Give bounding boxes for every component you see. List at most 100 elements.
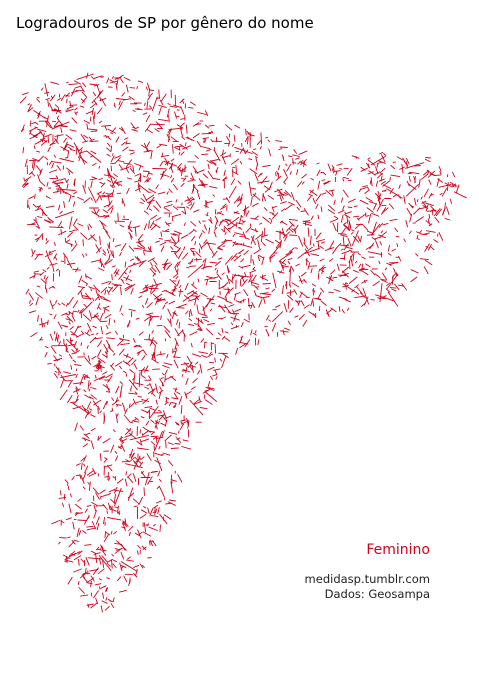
street-segment bbox=[200, 146, 211, 150]
street-segment bbox=[377, 297, 386, 300]
street-segment bbox=[204, 124, 210, 129]
street-segment bbox=[155, 217, 162, 221]
street-segment bbox=[408, 175, 411, 182]
street-segment bbox=[120, 435, 122, 442]
street-segment bbox=[128, 525, 134, 531]
street-segment bbox=[36, 128, 47, 132]
street-segment bbox=[252, 258, 255, 266]
street-segment bbox=[251, 236, 256, 246]
street-segment bbox=[152, 351, 155, 359]
street-segment bbox=[117, 576, 122, 582]
street-segment bbox=[126, 187, 130, 195]
street-segment bbox=[252, 274, 257, 281]
street-segment bbox=[220, 316, 226, 320]
street-segment bbox=[297, 180, 303, 188]
street-segment bbox=[158, 391, 162, 399]
street-segment bbox=[386, 282, 391, 287]
street-segment bbox=[316, 239, 325, 243]
street-segment bbox=[115, 397, 119, 403]
street-segment bbox=[164, 157, 168, 163]
street-segment bbox=[438, 166, 442, 172]
street-segment bbox=[158, 118, 169, 122]
street-segment bbox=[61, 302, 66, 306]
street-segment bbox=[185, 137, 195, 142]
street-segment bbox=[142, 398, 149, 405]
street-segment bbox=[414, 198, 417, 206]
street-segment bbox=[78, 308, 84, 314]
street-segment bbox=[185, 310, 189, 315]
street-segment bbox=[378, 178, 385, 182]
street-segment bbox=[343, 224, 350, 232]
street-segment bbox=[222, 177, 228, 180]
street-segment bbox=[45, 250, 49, 258]
street-segment bbox=[68, 503, 72, 514]
street-segment bbox=[225, 197, 231, 204]
street-segment bbox=[279, 194, 283, 202]
street-segment bbox=[315, 297, 322, 300]
street-segment bbox=[103, 516, 106, 525]
street-segment bbox=[71, 476, 75, 481]
street-segment bbox=[29, 120, 32, 127]
street-segment bbox=[102, 227, 109, 233]
street-segment bbox=[82, 184, 87, 194]
street-segment bbox=[136, 240, 144, 243]
street-segment bbox=[158, 389, 164, 394]
street-segment bbox=[379, 151, 384, 155]
street-segment bbox=[191, 284, 197, 290]
street-segment bbox=[190, 202, 195, 210]
street-segment bbox=[339, 272, 349, 277]
street-segment bbox=[100, 326, 103, 335]
street-segment bbox=[105, 192, 112, 195]
street-segment bbox=[136, 440, 143, 446]
street-segment bbox=[82, 530, 87, 534]
street-segment bbox=[165, 228, 170, 232]
street-segment bbox=[387, 291, 399, 307]
street-segment bbox=[342, 189, 349, 198]
street-segment bbox=[53, 253, 58, 260]
street-segment bbox=[108, 317, 111, 326]
street-segment bbox=[191, 198, 195, 201]
street-segment bbox=[158, 445, 161, 450]
street-segment bbox=[422, 205, 428, 208]
street-segment bbox=[175, 275, 179, 280]
street-segment bbox=[353, 235, 360, 243]
street-segment bbox=[166, 133, 171, 141]
street-segment bbox=[133, 572, 138, 578]
street-segment bbox=[29, 300, 31, 304]
street-segment bbox=[131, 129, 138, 132]
street-segment bbox=[430, 208, 435, 213]
street-segment bbox=[428, 192, 433, 199]
street-segment bbox=[146, 177, 151, 183]
street-segment bbox=[77, 550, 83, 555]
street-segment bbox=[168, 115, 170, 123]
street-segment bbox=[177, 250, 184, 260]
street-segment bbox=[87, 323, 92, 332]
street-segment bbox=[44, 156, 48, 160]
street-segment bbox=[221, 335, 226, 340]
street-segment bbox=[129, 152, 135, 155]
street-segment bbox=[110, 530, 113, 535]
street-segment bbox=[112, 597, 115, 602]
street-segment bbox=[190, 221, 197, 227]
street-segment bbox=[196, 304, 199, 314]
street-segment bbox=[93, 504, 97, 512]
street-segment bbox=[90, 140, 99, 143]
street-segment bbox=[66, 81, 69, 84]
street-segment bbox=[103, 459, 107, 463]
street-segment bbox=[108, 488, 116, 493]
street-segment bbox=[123, 523, 128, 527]
street-segment bbox=[233, 313, 237, 322]
street-segment bbox=[382, 222, 389, 226]
street-segment bbox=[114, 181, 120, 187]
street-segment bbox=[221, 352, 229, 359]
street-segment bbox=[169, 105, 177, 108]
street-segment bbox=[198, 327, 202, 331]
street-segment bbox=[146, 453, 152, 461]
street-segment bbox=[282, 329, 285, 336]
street-segment bbox=[255, 330, 257, 334]
street-segment bbox=[71, 352, 77, 355]
street-segment bbox=[368, 170, 376, 176]
street-segment bbox=[154, 430, 163, 451]
street-segment bbox=[204, 110, 209, 117]
street-segment bbox=[172, 144, 174, 154]
